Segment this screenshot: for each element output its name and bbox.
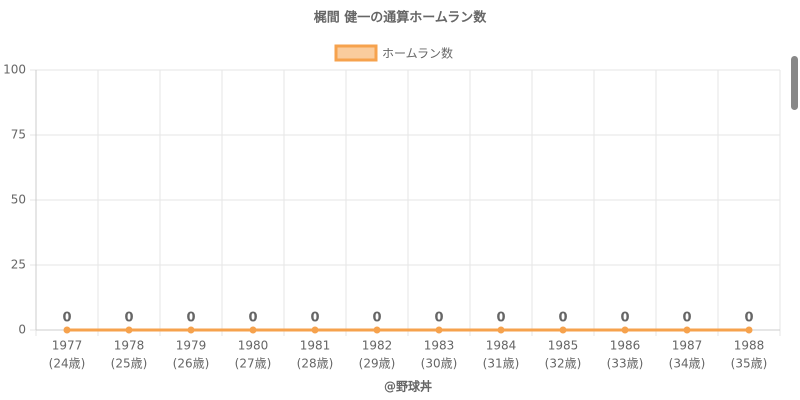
data-label: 0	[620, 311, 629, 326]
x-tick-label: 1985	[548, 339, 579, 353]
scrollbar[interactable]	[791, 56, 798, 110]
y-tick-label: 25	[11, 258, 26, 272]
data-point	[435, 326, 443, 334]
data-label: 0	[558, 311, 567, 326]
x-tick-sublabel: (27歳)	[235, 357, 272, 371]
y-tick-label: 0	[18, 323, 26, 337]
x-tick-label: 1983	[424, 339, 455, 353]
data-label: 0	[248, 311, 257, 326]
data-label: 0	[186, 311, 195, 326]
x-tick-sublabel: (29歳)	[359, 357, 396, 371]
data-point	[373, 326, 381, 334]
x-tick-label: 1979	[176, 339, 207, 353]
x-tick-sublabel: (28歳)	[297, 357, 334, 371]
data-label: 0	[682, 311, 691, 326]
x-tick-sublabel: (25歳)	[111, 357, 148, 371]
legend-label: ホームラン数	[382, 46, 453, 61]
x-tick-sublabel: (35歳)	[731, 357, 768, 371]
y-tick-label: 100	[3, 63, 26, 77]
legend-swatch	[334, 44, 378, 62]
data-point	[63, 326, 71, 334]
chart-title: 梶間 健一の通算ホームラン数	[314, 10, 487, 26]
data-point	[311, 326, 319, 334]
footer: @野球丼	[384, 379, 432, 394]
data-label: 0	[744, 311, 753, 326]
data-point	[559, 326, 567, 334]
x-tick-label: 1986	[610, 339, 641, 353]
data-label: 0	[310, 311, 319, 326]
x-tick-sublabel: (31歳)	[483, 357, 520, 371]
data-point	[621, 326, 629, 334]
x-tick-sublabel: (30歳)	[421, 357, 458, 371]
x-tick-label: 1988	[734, 339, 765, 353]
data-point	[125, 326, 133, 334]
data-label: 0	[496, 311, 505, 326]
x-tick-label: 1980	[238, 339, 269, 353]
data-point	[187, 326, 195, 334]
x-tick-label: 1984	[486, 339, 517, 353]
x-tick-sublabel: (33歳)	[607, 357, 644, 371]
x-tick-label: 1978	[114, 339, 145, 353]
y-tick-label: 75	[11, 128, 26, 142]
data-label: 0	[62, 311, 71, 326]
x-tick-label: 1981	[300, 339, 331, 353]
x-tick-sublabel: (32歳)	[545, 357, 582, 371]
data-point	[745, 326, 753, 334]
x-tick-label: 1987	[672, 339, 703, 353]
x-tick-sublabel: (24歳)	[49, 357, 86, 371]
data-point	[683, 326, 691, 334]
x-tick-sublabel: (26歳)	[173, 357, 210, 371]
data-label: 0	[434, 311, 443, 326]
data-label: 0	[372, 311, 381, 326]
x-tick-label: 1977	[52, 339, 83, 353]
x-tick-label: 1982	[362, 339, 393, 353]
data-point	[249, 326, 257, 334]
y-tick-label: 50	[11, 193, 26, 207]
x-tick-sublabel: (34歳)	[669, 357, 706, 371]
data-label: 0	[124, 311, 133, 326]
data-point	[497, 326, 505, 334]
